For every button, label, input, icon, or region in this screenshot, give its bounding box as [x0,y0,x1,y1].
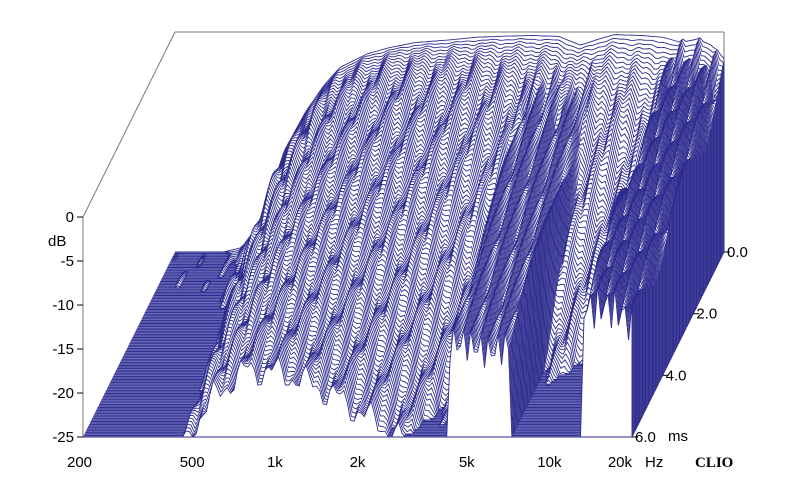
x-tick-label: 1k [267,454,283,471]
x-tick-label: 2k [350,454,366,471]
y-tick-label: -10 [52,297,74,314]
x-tick-label: 5k [459,454,475,471]
x-tick-label: 200 [67,454,92,471]
y-tick-label: -5 [61,253,74,270]
y-tick-label: -25 [52,429,74,446]
x-axis-unit: Hz [645,454,663,471]
z-tick-label: 0.0 [727,244,748,261]
waterfall-slice [83,285,633,438]
y-axis-ticks: 0 -5 -10 -15 -20 -25 [52,209,83,446]
z-axis-unit: ms [668,428,688,445]
z-axis-ticks: 0.0 2.0 4.0 6.0 [632,244,748,446]
waterfall-slices [83,34,725,438]
x-tick-label: 10k [537,454,562,471]
y-tick-label: -15 [52,341,74,358]
z-tick-label: 2.0 [696,306,717,323]
y-tick-label: -20 [52,385,74,402]
brand-label: CLIO [695,455,733,471]
z-tick-label: 4.0 [666,367,687,384]
x-tick-label: 20k [608,454,633,471]
x-axis-ticks: 200 500 1k 2k 5k 10k 20k [67,454,632,471]
y-tick-label: 0 [66,209,74,226]
y-axis-unit: dB [48,233,66,250]
frame-left-top-edge [82,31,176,218]
x-tick-label: 500 [180,454,205,471]
z-tick-label: 6.0 [635,429,656,446]
